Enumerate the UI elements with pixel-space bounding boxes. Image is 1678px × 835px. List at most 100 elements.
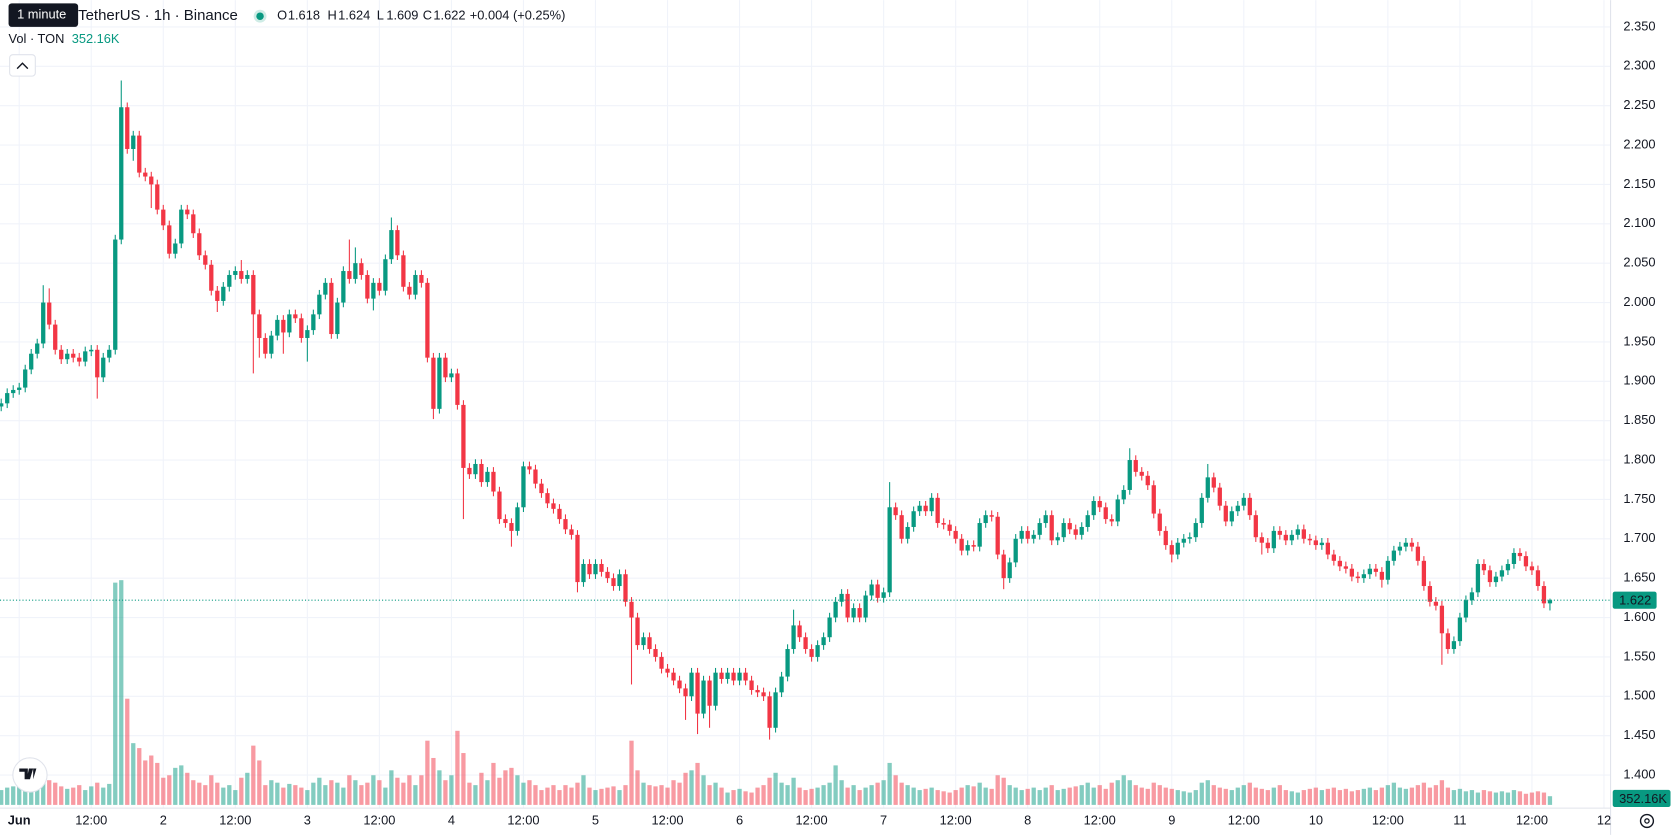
volume-bar: [743, 791, 748, 805]
y-tick-label: 2.350: [1623, 18, 1655, 33]
candle-body: [1145, 475, 1150, 486]
candle-body: [1175, 542, 1180, 555]
volume-bar: [317, 777, 322, 805]
candle-body: [911, 511, 916, 527]
legend-value: 1.609: [386, 8, 418, 23]
candle-body: [527, 466, 532, 470]
candle-body: [1331, 554, 1336, 561]
candle-body: [83, 351, 88, 362]
volume-tag: [1612, 789, 1671, 808]
volume-bar: [1079, 785, 1084, 805]
volume-bar: [497, 777, 502, 805]
y-tick-label: 1.600: [1623, 609, 1655, 624]
candle-body: [173, 243, 178, 254]
volume-bar: [311, 782, 316, 805]
candle-body: [791, 625, 796, 650]
candle-body: [1241, 497, 1246, 506]
volume-bar: [1409, 787, 1415, 805]
y-tick-label: 2.150: [1623, 176, 1655, 191]
volume-bar: [623, 785, 628, 805]
volume-bar: [515, 775, 520, 805]
volume-bar: [1295, 792, 1300, 805]
y-tick-label: 1.500: [1623, 688, 1655, 703]
y-tick-label: 2.100: [1623, 215, 1655, 230]
candle-body: [233, 271, 238, 275]
volume-bar: [1241, 785, 1246, 805]
volume-bar: [257, 760, 262, 805]
volume-bar: [419, 775, 424, 805]
candle-body: [1259, 537, 1264, 543]
logo[interactable]: [12, 757, 48, 793]
volume-bar: [383, 787, 388, 805]
candle-body: [617, 574, 622, 587]
volume-bar: [1073, 786, 1078, 805]
candle-body: [959, 538, 964, 551]
volume-bar: [1439, 780, 1445, 805]
volume-bar: [59, 786, 64, 805]
y-tick-label: 1.900: [1623, 373, 1655, 388]
candle-body: [1349, 568, 1354, 577]
volume-bar: [1025, 788, 1030, 805]
y-tick-label: 1.700: [1623, 530, 1655, 545]
candle-body: [773, 692, 778, 728]
collapse-button[interactable]: [9, 54, 36, 77]
volume-bar: [599, 788, 604, 805]
candle-body: [89, 349, 94, 352]
volume-tag-label: 352.16K: [1619, 791, 1667, 806]
candle-body: [0, 403, 4, 407]
candle-body: [1547, 600, 1553, 604]
candle-body: [275, 319, 280, 336]
candle-body: [47, 302, 52, 325]
volume-bar: [233, 790, 238, 805]
volume-bar: [869, 785, 874, 805]
candles: [0, 80, 1553, 740]
volume-bar: [1301, 790, 1306, 805]
candle-body: [665, 668, 670, 673]
volume-bar: [1469, 790, 1475, 805]
volume-bar: [401, 782, 406, 805]
volume-bar: [1451, 790, 1457, 805]
candle-body: [545, 493, 550, 504]
volume-bar: [827, 782, 832, 805]
volume-bar: [1151, 782, 1156, 805]
settings-button[interactable]: [1639, 813, 1655, 829]
candle-body: [131, 135, 136, 149]
volume-bar: [551, 785, 556, 805]
candle-body: [1277, 530, 1282, 535]
candle-body: [1325, 542, 1330, 555]
candle-body: [755, 689, 760, 693]
volume-bar: [767, 777, 772, 805]
x-tick-label: 12:00: [1372, 812, 1404, 827]
candle-body: [113, 239, 118, 350]
candle-body: [1409, 542, 1415, 547]
candle-body: [899, 515, 904, 539]
volume-bar: [1019, 790, 1024, 805]
volume-bar: [353, 780, 358, 805]
x-tick-label: 12:00: [796, 812, 828, 827]
volume-bar: [1319, 790, 1324, 805]
candle-body: [1121, 489, 1126, 500]
volume-bar: [635, 770, 640, 805]
volume-bar: [1541, 792, 1547, 805]
x-tick-label: 12:00: [940, 812, 972, 827]
candle-body: [1157, 513, 1162, 531]
volume-bar: [1307, 788, 1312, 805]
candle-body: [863, 595, 868, 618]
volume-bar: [533, 785, 538, 805]
volume-bar: [1115, 780, 1120, 805]
legend-value: 1.624: [338, 8, 370, 23]
volume-bar: [131, 743, 136, 805]
volume-bar: [1547, 796, 1553, 805]
candle-body: [827, 617, 832, 638]
candle-body: [833, 601, 838, 618]
settings-icon[interactable]: [1639, 813, 1655, 829]
candle-body: [809, 649, 814, 657]
volume-bar: [359, 785, 364, 805]
candle-body: [797, 625, 802, 638]
y-tick-label: 1.750: [1623, 491, 1655, 506]
x-tick-label: 12:00: [363, 812, 395, 827]
volume-bar: [1523, 793, 1529, 805]
collapse-button-box[interactable]: [9, 54, 36, 77]
